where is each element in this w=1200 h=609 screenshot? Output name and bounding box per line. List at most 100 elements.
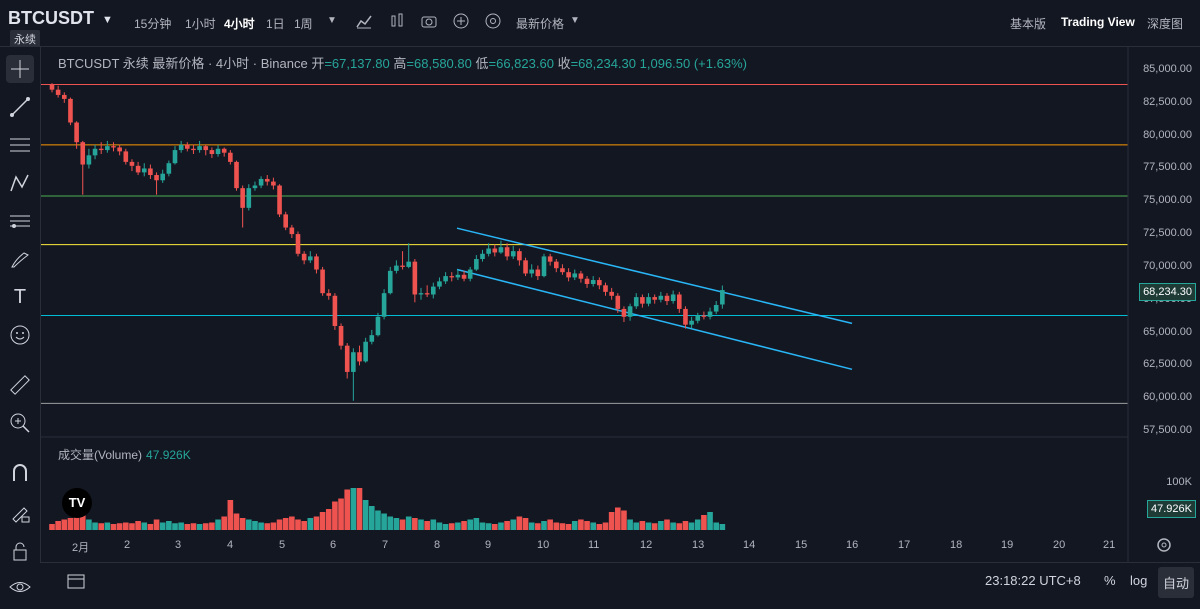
interval-15m[interactable]: 15分钟 [134, 17, 172, 31]
interval-1d[interactable]: 1日 [266, 17, 285, 31]
text-tool-icon[interactable]: T [13, 286, 27, 308]
candle-body [369, 335, 375, 342]
volume-bar [196, 524, 203, 530]
volume-bar [295, 519, 301, 530]
price-axis-label: 62,500.00 [1143, 358, 1192, 371]
volume-bar [516, 516, 523, 530]
candle-body [123, 151, 129, 162]
candle-body [652, 297, 657, 300]
indicators-icon[interactable] [388, 12, 406, 30]
interval-1w[interactable]: 1周 [294, 17, 313, 31]
settings-icon[interactable] [484, 12, 502, 30]
close-label: 收 [557, 56, 571, 71]
lock-drawing-icon[interactable] [6, 499, 34, 527]
date-axis-label: 20 [1053, 539, 1066, 551]
candle-body [584, 278, 590, 284]
candle-body [258, 178, 264, 186]
pattern-tool-icon[interactable] [6, 169, 34, 197]
zoom-icon[interactable] [6, 409, 34, 437]
candle-body [166, 163, 172, 174]
trend-line-icon[interactable] [6, 93, 34, 121]
volume-bar [658, 521, 664, 530]
candle-body [209, 150, 215, 155]
auto-scale-toggle[interactable]: 自动 [1158, 567, 1195, 598]
change-value: 1,096.50 (+1.63%) [639, 56, 747, 71]
candle-body [92, 148, 98, 156]
symbol-name[interactable]: BTCUSDT [8, 8, 94, 28]
candle-body [154, 175, 159, 181]
horizontal-lines-icon[interactable] [6, 131, 34, 159]
crosshair-icon[interactable] [6, 55, 34, 83]
candle-body [203, 146, 209, 151]
emoji-icon[interactable] [6, 321, 34, 349]
candle-body [627, 306, 633, 317]
volume-bar [633, 522, 640, 530]
candle-body [141, 168, 147, 173]
view-basic[interactable]: 基本版 [1010, 17, 1047, 31]
volume-bar [571, 521, 578, 530]
volume-bar [424, 521, 430, 530]
volume-bar [387, 516, 394, 530]
brush-icon[interactable] [6, 245, 34, 273]
volume-bar [596, 524, 603, 530]
candle-body [412, 261, 418, 295]
candle-body [554, 261, 559, 269]
volume-bar [688, 522, 695, 530]
interval-4h[interactable]: 4小时 [224, 17, 255, 31]
price-axis-label: 70,000.00 [1143, 259, 1192, 272]
lock-icon[interactable] [6, 537, 34, 565]
volume-bar [627, 519, 633, 530]
fib-tool-icon[interactable] [6, 207, 34, 235]
candle-body [332, 295, 338, 326]
volume-bar [535, 523, 541, 530]
eye-icon[interactable] [6, 573, 34, 601]
open-value: =67,137.80 [324, 56, 390, 71]
magnet-icon[interactable] [6, 459, 34, 487]
price-axis-label: 65,000.00 [1143, 325, 1192, 338]
volume-bar [325, 509, 332, 530]
more-intervals-icon[interactable]: ▼ [327, 15, 337, 26]
volume-bar [282, 518, 289, 530]
candle-body [344, 345, 350, 372]
candle-body [443, 276, 448, 282]
percent-toggle[interactable]: % [1104, 573, 1116, 588]
candle-body [185, 144, 190, 149]
camera-icon[interactable] [420, 12, 438, 30]
log-toggle[interactable]: log [1130, 573, 1148, 588]
candle-body [437, 281, 442, 287]
volume-bar [485, 523, 492, 530]
symbol-dropdown-icon[interactable]: ▼ [102, 14, 113, 26]
volume-bar [159, 522, 166, 530]
add-icon[interactable] [452, 12, 470, 30]
volume-bar [615, 507, 621, 530]
settings-gear-icon[interactable] [1155, 536, 1173, 557]
price-type-select[interactable]: 最新价格 [516, 17, 565, 31]
ruler-icon[interactable] [6, 371, 34, 399]
clock-time[interactable]: 23:18:22 UTC+8 [985, 573, 1081, 588]
view-tradingview[interactable]: Trading View [1061, 15, 1135, 29]
volume-bar [590, 522, 596, 530]
chart-type-icon[interactable] [355, 12, 373, 30]
volume-bar [209, 522, 215, 530]
view-depth[interactable]: 深度图 [1147, 17, 1184, 31]
interval-1h[interactable]: 1小时 [185, 17, 216, 31]
price-type-dropdown-icon[interactable]: ▼ [570, 15, 580, 26]
candle-body [308, 256, 313, 261]
volume-bar [467, 519, 473, 530]
volume-bar [701, 515, 707, 530]
date-axis-label: 9 [485, 539, 492, 551]
date-axis-label: 2月 [72, 542, 90, 554]
volume-bar [492, 524, 498, 530]
candle-body [572, 273, 578, 278]
date-range-icon[interactable] [66, 571, 86, 594]
date-axis-label: 11 [588, 539, 600, 551]
volume-bar [239, 518, 246, 530]
volume-bar [602, 522, 609, 530]
volume-bar [344, 489, 350, 530]
volume-legend: 成交量(Volume) 47.926K [58, 446, 191, 463]
volume-bar [436, 522, 443, 530]
date-axis-label: 8 [434, 539, 441, 551]
candle-body [246, 188, 252, 208]
candle-body [523, 260, 528, 274]
